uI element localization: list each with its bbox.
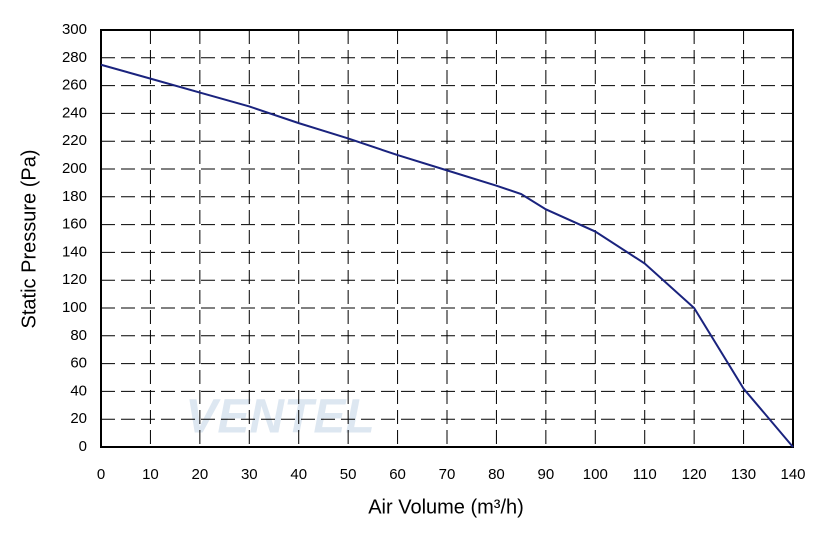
y-tick-label: 220: [62, 132, 87, 149]
x-tick-label: 10: [142, 466, 159, 483]
x-tick-label: 90: [538, 466, 555, 483]
y-tick-label: 120: [62, 271, 87, 288]
y-tick-label: 100: [62, 299, 87, 316]
y-tick-label: 260: [62, 77, 87, 94]
plot-frame: [100, 29, 794, 448]
x-tick-label: 30: [241, 466, 258, 483]
x-tick-label: 80: [488, 466, 505, 483]
x-tick-label: 120: [682, 466, 707, 483]
x-axis-title: Air Volume (m³/h): [368, 496, 524, 518]
y-tick-label: 140: [62, 243, 87, 260]
x-tick-label: 140: [780, 466, 805, 483]
x-tick-label: 70: [439, 466, 456, 483]
y-tick-label: 240: [62, 104, 87, 121]
x-tick-label: 130: [731, 466, 756, 483]
y-tick-label: 20: [70, 410, 87, 427]
y-tick-label: 60: [70, 355, 87, 372]
y-tick-label: 200: [62, 160, 87, 177]
x-tick-label: 20: [192, 466, 209, 483]
x-tick-label: 110: [633, 466, 657, 483]
x-tick-label: 40: [290, 466, 307, 483]
y-tick-label: 280: [62, 49, 87, 66]
x-tick-label: 60: [389, 466, 406, 483]
y-tick-label: 180: [62, 188, 87, 205]
y-tick-label: 40: [70, 382, 87, 399]
y-tick-label: 160: [62, 216, 87, 233]
x-tick-label: 50: [340, 466, 357, 483]
y-tick-label: 300: [62, 21, 87, 38]
y-tick-label: 0: [79, 438, 87, 455]
x-tick-label: 0: [97, 466, 105, 483]
y-axis-title: Static Pressure (Pa): [18, 150, 40, 329]
watermark: VENTEL: [185, 391, 374, 444]
x-tick-label: 100: [583, 466, 608, 483]
y-tick-label: 80: [70, 327, 87, 344]
data-line: [100, 63, 794, 448]
